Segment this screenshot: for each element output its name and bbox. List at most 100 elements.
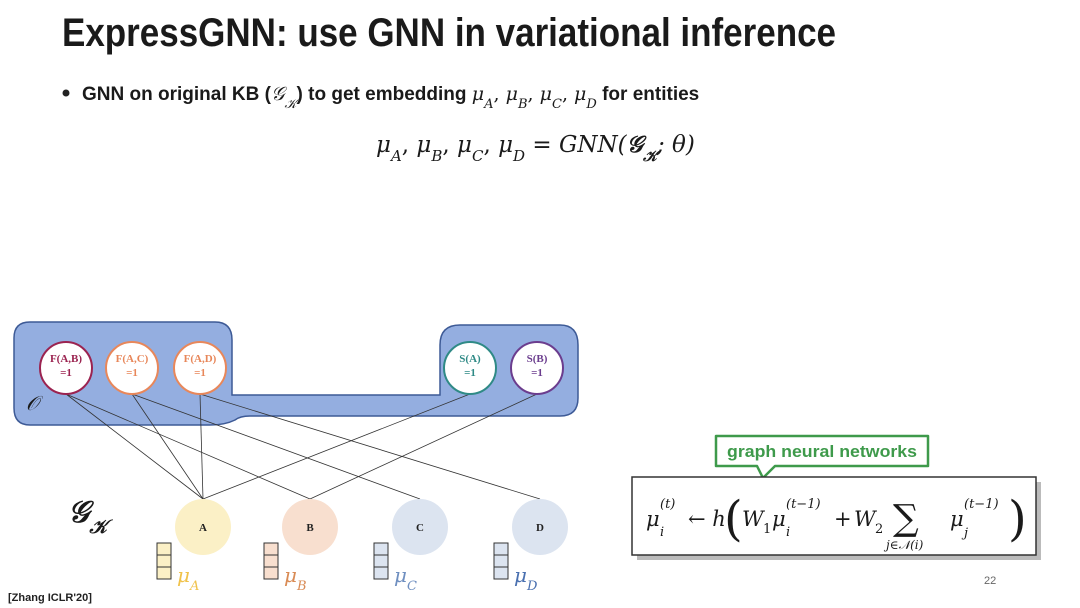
node-label: S(A) [459,353,481,365]
math: μ [772,507,786,531]
math: μ [284,563,297,587]
math: 1 [763,522,771,537]
citation: [Zhang ICLR'20] [8,592,92,604]
math: μ [540,83,552,105]
math: μ [177,563,190,587]
separator: , [442,132,457,158]
entity-label: D [536,522,544,534]
math: μ [416,132,431,158]
observed-node [510,341,564,395]
math: j∈𝒩(i) [883,538,924,552]
node-value: =1 [464,367,476,379]
math: B [517,97,528,112]
edge [131,393,421,500]
math: 𝒦 [88,516,113,538]
observed-node [173,341,227,395]
math: B [296,579,307,594]
observed-region [13,321,579,426]
text: for entities [597,84,699,105]
math: W [854,507,878,531]
separator: , [483,132,498,158]
node-value: =1 [60,367,72,379]
math: ; θ) [656,132,695,158]
edge [309,393,538,500]
embedding-vector [373,542,389,580]
math: ∑ [893,498,919,539]
math: ← h [688,507,726,531]
bullet-text: GNN on original KB (𝒢𝒦) to get embedding… [82,83,699,112]
math: 𝒢 [627,131,648,158]
math: 𝒢 [271,83,288,105]
node-value: =1 [531,367,543,379]
graph: F(A,B)=1F(A,C)=1F(A,D)=1S(A)=1S(B)=1AμAB… [39,341,568,594]
entity-node [512,499,568,555]
embedding-label: μC [394,563,417,594]
node-value: =1 [126,367,138,379]
math: μ [498,132,513,158]
math: μ [574,83,586,105]
math: μ [506,83,518,105]
edge [131,393,204,500]
formula-box [631,476,1037,556]
embedding-label: μD [514,563,538,594]
embedding-label: μA [177,563,199,594]
math: ) [1008,491,1027,547]
edge [65,393,204,500]
math: μ [646,507,660,531]
math: + [834,507,852,531]
entity-label: A [199,522,207,534]
math: D [512,147,525,165]
math: W [742,507,766,531]
entity-node [175,499,231,555]
math: i [660,525,664,540]
math: i [786,525,790,540]
math: 2 [875,522,883,537]
math: = GNN( [525,132,628,158]
entity-label: B [306,522,314,534]
math: ( [724,491,743,547]
edge [199,393,541,500]
math: (t−1) [786,497,821,512]
node-label: F(A,B) [50,353,82,365]
observed-node [39,341,93,395]
math: μ [472,83,484,105]
embedding-label: μB [284,563,307,594]
separator: , [562,83,574,105]
entity-node [392,499,448,555]
math: B [430,147,442,165]
callout-text: graph neural networks [727,442,917,461]
bullet-dot [62,89,70,97]
math: (t−1) [964,497,999,512]
edge [65,393,311,500]
entity-node [282,499,338,555]
observed-node [105,341,159,395]
math: A [389,147,402,165]
math: μ [394,563,407,587]
math: μ [950,507,964,531]
embedding-vector [263,542,279,580]
math: 𝒦 [284,97,300,112]
slide-title: ExpressGNN: use GNN in variational infer… [62,11,836,55]
math: A [189,579,199,594]
edge [199,393,204,500]
math: C [552,97,562,112]
embedding-vector [493,542,509,580]
math: D [585,97,597,112]
math: A [483,97,493,112]
math: (t) [660,497,675,512]
equation: μA, μB, μC, μD = GNN(𝒢𝒦; θ) [376,131,695,165]
math: μ [514,563,527,587]
text: ) to get embedding [297,84,472,105]
kb-label: 𝒢𝒦 [68,495,113,538]
separator: , [528,83,540,105]
embedding-vector [156,542,172,580]
math: C [472,147,484,165]
math: D [526,579,538,594]
entity-label: C [416,522,424,534]
edge [202,393,471,500]
separator: , [494,83,506,105]
math: C [407,579,417,594]
text: GNN on original KB ( [82,84,272,105]
page-number: 22 [984,575,996,587]
